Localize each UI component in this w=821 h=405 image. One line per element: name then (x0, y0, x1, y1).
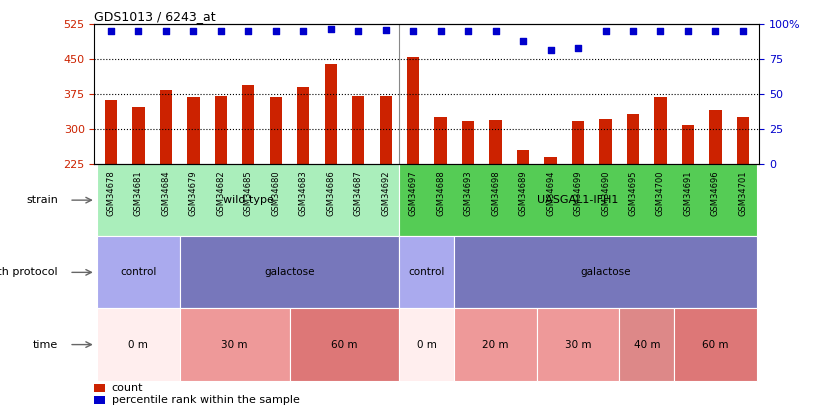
Text: percentile rank within the sample: percentile rank within the sample (112, 394, 300, 405)
Point (654, 28, 667, 34)
Bar (94, 396, 105, 403)
Bar (379, 96, 392, 164)
Bar (407, 57, 420, 164)
Bar (132, 107, 144, 164)
Point (489, 28, 502, 34)
Bar (94, 384, 105, 392)
Point (379, 27, 392, 34)
Text: strain: strain (26, 195, 57, 205)
Point (461, 28, 475, 34)
Text: 0 m: 0 m (128, 339, 149, 350)
Point (351, 28, 365, 34)
Bar (544, 157, 557, 164)
Bar (462, 121, 475, 164)
Bar (619, 309, 674, 381)
Bar (400, 309, 454, 381)
Point (599, 28, 612, 34)
Text: 60 m: 60 m (331, 339, 358, 350)
Text: 40 m: 40 m (634, 339, 660, 350)
Text: galactose: galactose (580, 267, 631, 277)
Bar (400, 164, 757, 236)
Text: 60 m: 60 m (702, 339, 729, 350)
Bar (454, 236, 757, 309)
Bar (489, 120, 502, 164)
Text: 0 m: 0 m (417, 339, 437, 350)
Bar (180, 309, 290, 381)
Text: GDS1013 / 6243_at: GDS1013 / 6243_at (94, 10, 216, 23)
Point (736, 28, 750, 34)
Text: time: time (33, 339, 57, 350)
Bar (627, 114, 640, 164)
Bar (572, 121, 585, 164)
Point (406, 28, 420, 34)
Bar (517, 150, 530, 164)
Point (544, 47, 557, 53)
Bar (97, 236, 180, 309)
Bar (400, 236, 454, 309)
Text: count: count (112, 383, 143, 393)
Bar (709, 109, 722, 164)
Bar (297, 87, 310, 164)
Bar (105, 100, 117, 164)
Bar (180, 236, 400, 309)
Point (104, 28, 117, 34)
Point (132, 28, 145, 34)
Bar (599, 119, 612, 164)
Point (516, 37, 530, 44)
Text: 30 m: 30 m (222, 339, 248, 350)
Bar (214, 96, 227, 164)
Text: 20 m: 20 m (483, 339, 509, 350)
Bar (434, 117, 447, 164)
Bar (97, 164, 400, 236)
Text: control: control (120, 267, 157, 277)
Bar (454, 309, 537, 381)
Text: control: control (409, 267, 445, 277)
Text: 30 m: 30 m (565, 339, 591, 350)
Bar (681, 126, 695, 164)
Point (159, 28, 172, 34)
Point (296, 28, 310, 34)
Point (681, 28, 695, 34)
Bar (654, 98, 667, 164)
Bar (187, 98, 200, 164)
Point (709, 28, 722, 34)
Bar (290, 309, 400, 381)
Bar (242, 85, 255, 164)
Point (269, 28, 282, 34)
Bar (537, 309, 619, 381)
Bar (674, 309, 757, 381)
Point (434, 28, 447, 34)
Bar (159, 90, 172, 164)
Text: UASGAL1-IFH1: UASGAL1-IFH1 (538, 195, 619, 205)
Point (626, 28, 640, 34)
Text: wild type: wild type (222, 195, 273, 205)
Point (186, 28, 200, 34)
Bar (352, 96, 365, 164)
Text: galactose: galactose (264, 267, 314, 277)
Bar (97, 309, 180, 381)
Text: growth protocol: growth protocol (0, 267, 57, 277)
Point (324, 26, 337, 32)
Bar (736, 117, 749, 164)
Point (571, 44, 585, 51)
Point (241, 28, 255, 34)
Bar (269, 98, 282, 164)
Point (214, 28, 227, 34)
Bar (324, 64, 337, 164)
